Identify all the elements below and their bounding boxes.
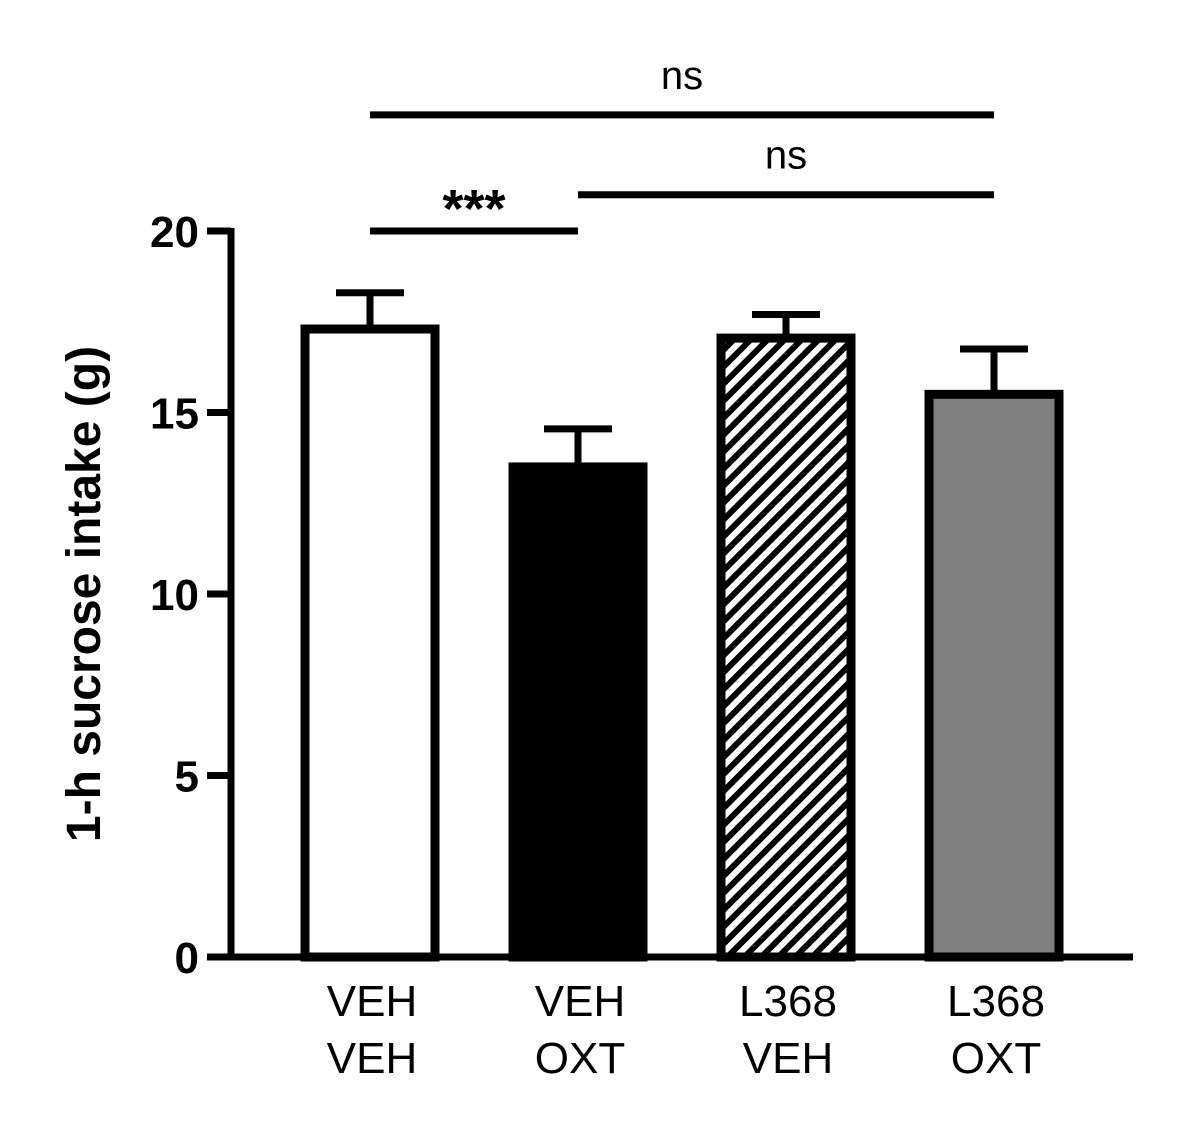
x-tick-label-1-line2: OXT — [535, 1034, 625, 1083]
y-tick-label-4: 20 — [150, 208, 199, 257]
bars — [300, 289, 1064, 962]
y-tick-label-3: 15 — [150, 390, 199, 439]
significance-annotations: *** ns ns — [370, 54, 994, 239]
bar-3 — [924, 389, 1064, 962]
x-tick-label-2-line1: L368 — [739, 977, 837, 1026]
y-tick-label-0: 0 — [175, 934, 199, 983]
axes — [207, 227, 1133, 961]
significance-label-1: ns — [765, 134, 807, 178]
x-tick-label-2-line2: VEH — [743, 1034, 833, 1083]
x-tick-label-3-line2: OXT — [951, 1034, 1041, 1083]
bar-2 — [716, 333, 856, 962]
significance-label-0: *** — [442, 179, 505, 239]
x-tick-label-0-line1: VEH — [327, 977, 417, 1026]
y-axis-label: 1-h sucrose intake (g) — [58, 346, 111, 842]
x-tick-label-0-line2: VEH — [327, 1034, 417, 1083]
y-tick-label-1: 5 — [175, 753, 199, 802]
x-tick-label-1-line1: VEH — [535, 977, 625, 1026]
x-tick-label-3-line1: L368 — [947, 977, 1045, 1026]
y-tick-label-2: 10 — [150, 571, 199, 620]
labels: 0 5 10 15 20 1-h sucrose intake (g) VEH VEH VEH O… — [58, 208, 1045, 1083]
bar-0 — [300, 324, 440, 962]
significance-label-2: ns — [661, 54, 703, 98]
bar-1 — [508, 462, 648, 962]
